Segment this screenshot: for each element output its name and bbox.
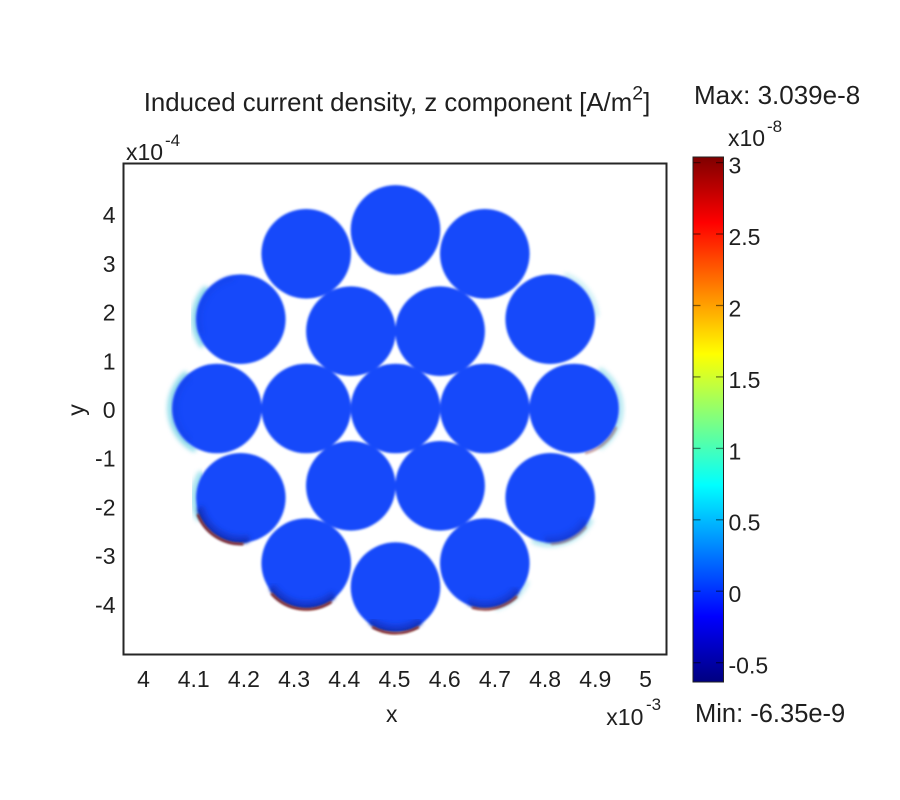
svg-text:4.2: 4.2 bbox=[228, 666, 260, 692]
svg-text:2.5: 2.5 bbox=[729, 224, 761, 250]
svg-text:1: 1 bbox=[729, 438, 742, 464]
svg-text:1: 1 bbox=[103, 348, 116, 374]
svg-text:x10: x10 bbox=[126, 139, 163, 165]
svg-text:y: y bbox=[63, 404, 89, 416]
svg-text:-0.5: -0.5 bbox=[729, 653, 769, 679]
svg-text:-4: -4 bbox=[95, 592, 116, 618]
svg-text:2: 2 bbox=[103, 300, 116, 326]
svg-text:0: 0 bbox=[729, 581, 742, 607]
svg-text:-3: -3 bbox=[95, 543, 115, 569]
svg-text:0.5: 0.5 bbox=[729, 510, 761, 536]
svg-text:4.7: 4.7 bbox=[479, 666, 511, 692]
svg-text:2: 2 bbox=[729, 295, 742, 321]
svg-text:5: 5 bbox=[639, 666, 652, 692]
svg-text:1.5: 1.5 bbox=[729, 367, 761, 393]
svg-text:4.8: 4.8 bbox=[529, 666, 561, 692]
svg-text:4.9: 4.9 bbox=[579, 666, 611, 692]
svg-text:3: 3 bbox=[729, 153, 742, 179]
svg-text:x10: x10 bbox=[728, 125, 765, 151]
svg-text:4.4: 4.4 bbox=[328, 666, 360, 692]
svg-text:x: x bbox=[386, 701, 398, 727]
svg-text:4.5: 4.5 bbox=[379, 666, 411, 692]
svg-text:Max: 3.039e-8: Max: 3.039e-8 bbox=[694, 80, 860, 110]
svg-text:x10: x10 bbox=[606, 704, 643, 730]
svg-text:4.6: 4.6 bbox=[429, 666, 461, 692]
svg-text:-1: -1 bbox=[95, 446, 115, 472]
svg-text:-8: -8 bbox=[767, 117, 782, 136]
svg-text:0: 0 bbox=[103, 397, 116, 423]
svg-text:4.3: 4.3 bbox=[278, 666, 310, 692]
svg-text:4.1: 4.1 bbox=[178, 666, 210, 692]
svg-text:-4: -4 bbox=[165, 131, 180, 150]
svg-text:Induced current density, z com: Induced current density, z component [A/… bbox=[144, 83, 651, 118]
svg-text:-3: -3 bbox=[646, 695, 661, 714]
svg-text:-2: -2 bbox=[95, 494, 115, 520]
svg-text:Min: -6.35e-9: Min: -6.35e-9 bbox=[695, 700, 845, 728]
svg-text:4: 4 bbox=[103, 202, 116, 228]
svg-text:4: 4 bbox=[137, 666, 150, 692]
svg-text:3: 3 bbox=[103, 251, 116, 277]
